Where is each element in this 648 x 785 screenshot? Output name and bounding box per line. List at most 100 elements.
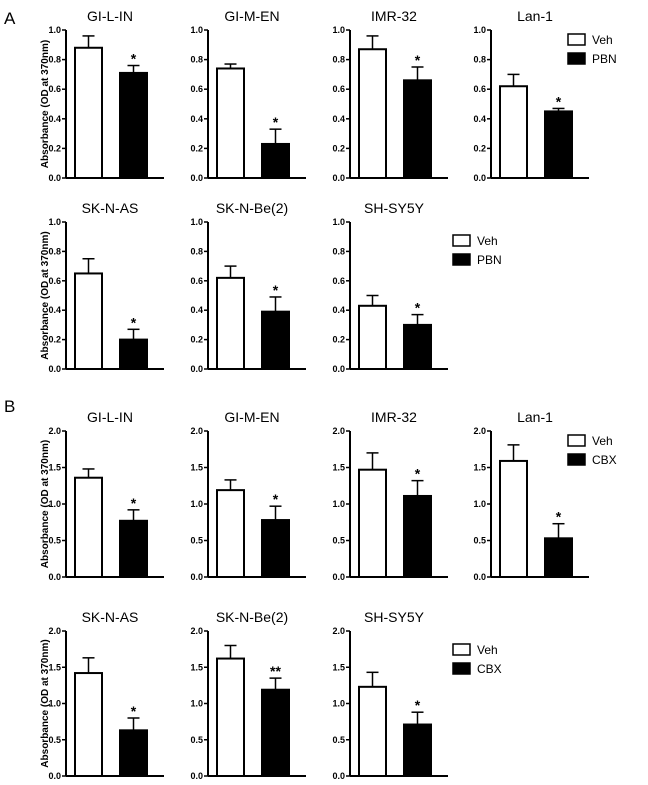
significance-marker: ** bbox=[270, 663, 281, 679]
y-tick-label: 1.0 bbox=[332, 217, 345, 227]
y-tick-label: 1.5 bbox=[332, 662, 345, 672]
y-tick-label: 0.0 bbox=[332, 364, 345, 374]
bar-veh bbox=[216, 276, 245, 370]
bar-treatment bbox=[544, 110, 573, 179]
bar-treatment bbox=[403, 79, 432, 179]
significance-marker: * bbox=[273, 282, 279, 298]
y-tick-label: 1.0 bbox=[190, 217, 203, 227]
subplot-title: SK-N-Be(2) bbox=[216, 609, 288, 625]
bar-treatment bbox=[261, 519, 290, 578]
y-tick-label: 0.0 bbox=[190, 364, 203, 374]
y-tick-label: 2.0 bbox=[332, 426, 345, 436]
y-tick-label: 0.0 bbox=[473, 173, 486, 183]
y-tick-label: 0.8 bbox=[473, 55, 486, 65]
subplot-title: GI-L-IN bbox=[87, 8, 133, 24]
subplot-title: Lan-1 bbox=[517, 409, 553, 425]
y-tick-label: 0.2 bbox=[332, 143, 345, 153]
y-tick-label: 1.0 bbox=[48, 699, 61, 709]
panel-label: B bbox=[4, 397, 15, 416]
bar-veh bbox=[216, 489, 245, 579]
significance-marker: * bbox=[556, 93, 562, 109]
y-tick-label: 1.0 bbox=[190, 25, 203, 35]
panel-label: A bbox=[4, 9, 16, 28]
y-axis-label: Absorbance (OD at 370nm) bbox=[40, 40, 51, 168]
y-tick-label: 0.6 bbox=[332, 84, 345, 94]
subplot-gi-l-in: GI-L-IN 0.0 0.5 1.0 1.5 2.0 * bbox=[48, 409, 164, 582]
subplot-sh-sy5y: SH-SY5Y 0.0 0.5 1.0 1.5 2.0 * bbox=[332, 609, 448, 781]
legend-label: CBX bbox=[477, 662, 502, 676]
bar-veh bbox=[74, 672, 103, 777]
y-tick-label: 1.0 bbox=[332, 499, 345, 509]
y-tick-label: 0.4 bbox=[48, 305, 61, 315]
legend-swatch bbox=[567, 434, 586, 447]
y-tick-label: 1.0 bbox=[332, 25, 345, 35]
y-tick-label: 1.0 bbox=[48, 25, 61, 35]
bar-treatment bbox=[119, 338, 148, 371]
y-tick-label: 0.0 bbox=[48, 173, 61, 183]
subplot-lan-1: Lan-1 0.0 0.2 0.4 0.6 0.8 1.0 * bbox=[473, 8, 589, 183]
bar-treatment bbox=[119, 71, 148, 179]
subplot-lan-1: Lan-1 0.0 0.5 1.0 1.5 2.0 * bbox=[473, 409, 589, 582]
bar-veh bbox=[74, 476, 103, 578]
y-tick-label: 1.0 bbox=[473, 25, 486, 35]
y-tick-label: 0.5 bbox=[190, 536, 203, 546]
y-tick-label: 0.4 bbox=[190, 305, 203, 315]
y-tick-label: 0.6 bbox=[473, 84, 486, 94]
y-tick-label: 0.2 bbox=[332, 335, 345, 345]
bar-treatment bbox=[544, 537, 573, 578]
y-tick-label: 1.0 bbox=[48, 217, 61, 227]
bar-veh bbox=[358, 48, 387, 179]
y-tick-label: 0.2 bbox=[190, 335, 203, 345]
y-tick-label: 1.5 bbox=[332, 463, 345, 473]
significance-marker: * bbox=[131, 51, 137, 67]
bar-treatment bbox=[261, 688, 290, 777]
subplot-title: SK-N-Be(2) bbox=[216, 200, 288, 216]
y-axis-label: Absorbance (OD at 370nm) bbox=[40, 639, 51, 767]
subplot-sh-sy5y: SH-SY5Y 0.0 0.2 0.4 0.6 0.8 1.0 * bbox=[332, 200, 448, 374]
legend-label: Veh bbox=[592, 434, 613, 448]
y-tick-label: 1.0 bbox=[48, 499, 61, 509]
y-tick-label: 0.8 bbox=[332, 246, 345, 256]
subplot-imr-32: IMR-32 0.0 0.5 1.0 1.5 2.0 * bbox=[332, 409, 448, 582]
y-tick-label: 0.6 bbox=[48, 84, 61, 94]
subplot-title: GI-M-EN bbox=[224, 409, 279, 425]
legend-label: CBX bbox=[592, 453, 617, 467]
bar-treatment bbox=[403, 323, 432, 370]
significance-marker: * bbox=[415, 52, 421, 68]
y-tick-label: 1.0 bbox=[332, 699, 345, 709]
subplot-title: SH-SY5Y bbox=[364, 200, 425, 216]
bar-treatment bbox=[403, 494, 432, 578]
y-tick-label: 0.6 bbox=[190, 276, 203, 286]
y-tick-label: 0.8 bbox=[48, 246, 61, 256]
y-tick-label: 0.4 bbox=[48, 114, 61, 124]
y-tick-label: 1.5 bbox=[48, 463, 61, 473]
subplot-title: Lan-1 bbox=[517, 8, 553, 24]
bar-veh bbox=[358, 304, 387, 371]
y-tick-label: 2.0 bbox=[190, 426, 203, 436]
subplot-title: GI-L-IN bbox=[87, 409, 133, 425]
bar-treatment bbox=[261, 310, 290, 371]
y-tick-label: 0.6 bbox=[332, 276, 345, 286]
y-tick-label: 1.0 bbox=[473, 499, 486, 509]
significance-marker: * bbox=[273, 491, 279, 507]
bar-veh bbox=[499, 459, 528, 578]
bar-treatment bbox=[119, 519, 148, 578]
y-tick-label: 0.0 bbox=[190, 771, 203, 781]
y-tick-label: 2.0 bbox=[473, 426, 486, 436]
y-tick-label: 0.0 bbox=[190, 173, 203, 183]
y-tick-label: 0.8 bbox=[190, 55, 203, 65]
y-tick-label: 1.0 bbox=[190, 699, 203, 709]
y-tick-label: 2.0 bbox=[48, 626, 61, 636]
y-tick-label: 0.5 bbox=[48, 735, 61, 745]
significance-marker: * bbox=[415, 466, 421, 482]
subplot-title: IMR-32 bbox=[371, 8, 417, 24]
significance-marker: * bbox=[131, 314, 137, 330]
significance-marker: * bbox=[415, 697, 421, 713]
y-tick-label: 0.0 bbox=[48, 771, 61, 781]
bar-veh bbox=[358, 468, 387, 578]
legend-swatch bbox=[452, 234, 471, 247]
y-tick-label: 0.8 bbox=[48, 55, 61, 65]
legend-label: Veh bbox=[477, 234, 498, 248]
subplot-sk-n-as: SK-N-AS 0.0 0.5 1.0 1.5 2.0 * bbox=[48, 609, 164, 781]
